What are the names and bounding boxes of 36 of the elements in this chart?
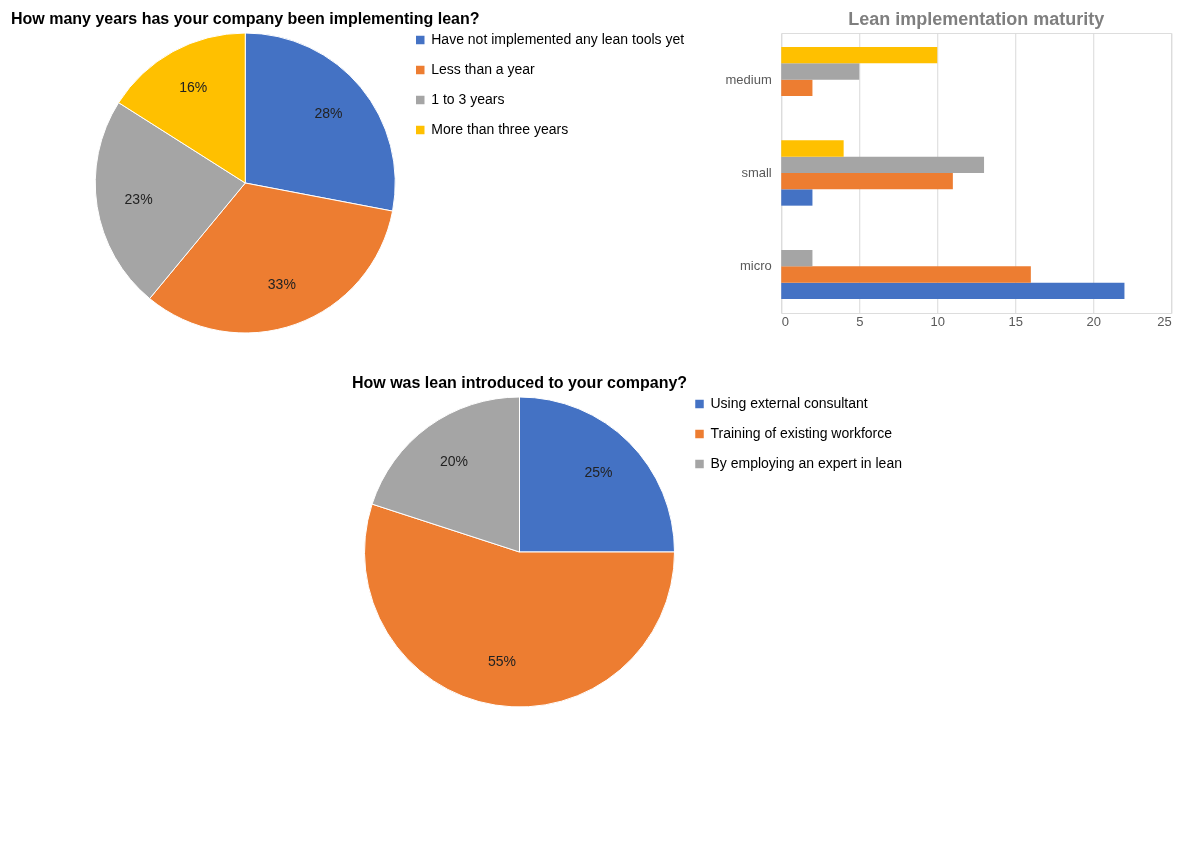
legend-label: Less than a year — [431, 61, 536, 77]
x-tick-label: 10 — [930, 313, 945, 329]
data-label: 28% — [314, 105, 343, 122]
chart-title: How was lean introduced to your company? — [351, 374, 688, 391]
bar — [781, 156, 985, 173]
legend-label: By employing an expert in lean — [710, 455, 902, 471]
bar — [781, 250, 813, 267]
bar — [781, 140, 844, 157]
bar — [781, 189, 813, 206]
legend-label: Using external consultant — [710, 395, 868, 411]
y-tick-label: micro — [739, 258, 772, 274]
data-label: 23% — [124, 190, 153, 207]
data-label: 33% — [267, 275, 296, 292]
x-tick-label: 25 — [1157, 313, 1172, 329]
x-tick-label: 15 — [1008, 313, 1023, 329]
legend-label: Have not implemented any lean tools yet — [431, 31, 685, 47]
data-label: 25% — [584, 464, 613, 481]
bar — [781, 173, 953, 190]
bar — [781, 47, 938, 64]
bar — [781, 282, 1125, 299]
x-tick-label: 20 — [1086, 313, 1101, 329]
y-tick-label: medium — [725, 71, 772, 87]
y-tick-label: small — [741, 165, 772, 180]
data-label: 16% — [179, 79, 208, 96]
data-label: 20% — [439, 452, 468, 469]
x-tick-label: 0 — [781, 313, 789, 329]
data-label: 55% — [488, 653, 517, 670]
chart-title: Lean implementation maturity — [848, 9, 1105, 29]
legend-label: Training of existing workforce — [710, 425, 893, 441]
chart-title: How many years has your company been implementing lean? — [10, 10, 480, 27]
bar — [781, 63, 860, 80]
bar — [781, 266, 1031, 283]
bar — [781, 79, 813, 96]
legend-label: 1 to 3 years — [431, 91, 505, 107]
legend-label: More than three years — [431, 121, 569, 137]
x-tick-label: 5 — [856, 313, 864, 329]
